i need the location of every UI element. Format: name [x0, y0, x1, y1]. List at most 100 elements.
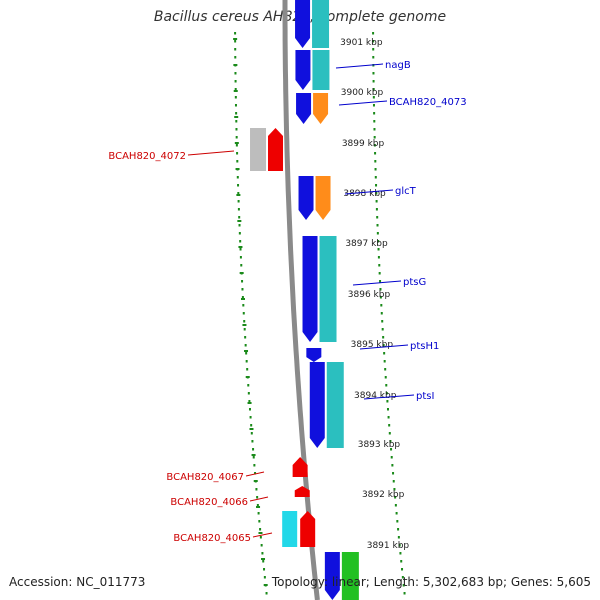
tick-dot — [235, 136, 238, 139]
reverse-cds-box — [282, 511, 298, 547]
tick-dot — [242, 304, 245, 307]
tick-major — [244, 350, 249, 352]
tick-dot — [372, 104, 375, 107]
tick-dot — [380, 304, 383, 307]
gene-label-reverse: BCAH820_4066 — [170, 497, 248, 508]
cds-box — [312, 50, 330, 90]
tick-dot — [239, 248, 242, 251]
tick-dot — [245, 352, 248, 355]
tick-dot — [237, 184, 240, 187]
tick-dot — [261, 552, 264, 555]
tick-dot — [247, 392, 250, 395]
tick-dot — [397, 536, 400, 539]
tick-dot — [234, 96, 237, 99]
label-connector — [359, 344, 409, 350]
tick-major — [238, 246, 243, 248]
reverse-gene-arrow — [294, 486, 310, 497]
tick-dot — [372, 96, 375, 99]
gene-label-forward: nagB — [385, 60, 411, 71]
gene-label-reverse: BCAH820_4065 — [173, 533, 251, 544]
tick-dot — [372, 88, 375, 91]
tick-dot — [239, 256, 242, 259]
scale-ticks — [233, 32, 406, 595]
tick-dot — [243, 320, 246, 323]
forward-gene-arrow — [295, 0, 311, 48]
scale-label: 3898 kbp — [343, 189, 386, 199]
tick-dot — [258, 520, 261, 523]
tick-dot — [403, 592, 406, 595]
backbone-line — [282, 0, 320, 600]
tick-dot — [373, 128, 376, 131]
tick-dot — [378, 264, 381, 267]
tick-dot — [397, 528, 400, 531]
tick-major — [234, 116, 239, 118]
scale-label: 3894 kbp — [354, 391, 397, 401]
scale-label: 3892 kbp — [362, 490, 405, 500]
tick-dot — [396, 520, 399, 523]
tick-dot — [391, 464, 394, 467]
tick-dot — [256, 504, 259, 507]
scale-label: 3899 kbp — [342, 139, 385, 149]
tick-dot — [395, 512, 398, 515]
tick-dot — [254, 472, 257, 475]
tick-dot — [235, 112, 238, 115]
tick-dot — [249, 416, 252, 419]
tick-dot — [234, 80, 237, 83]
tick-dot — [392, 480, 395, 483]
tick-dot — [394, 496, 397, 499]
tick-dot — [381, 320, 384, 323]
label-connector — [335, 63, 384, 69]
tick-dot — [235, 144, 238, 147]
gene-label-reverse: BCAH820_4072 — [108, 151, 186, 162]
scale-label: 3901 kbp — [340, 38, 383, 48]
tick-dot — [252, 456, 255, 459]
tick-dot — [234, 56, 237, 59]
label-connector — [344, 189, 394, 195]
tick-dot — [399, 552, 402, 555]
tick-dot — [374, 168, 377, 171]
tick-dot — [394, 504, 397, 507]
cds-box — [326, 362, 344, 448]
cds-box — [341, 552, 359, 600]
forward-gene-arrow — [302, 236, 318, 342]
tick-dot — [248, 400, 251, 403]
tick-dot — [372, 56, 375, 59]
tick-dot — [375, 192, 378, 195]
tick-dot — [400, 560, 403, 563]
tick-dot — [401, 568, 404, 571]
tick-major — [237, 220, 242, 222]
tick-dot — [384, 376, 387, 379]
tick-dot — [377, 256, 380, 259]
tick-dot — [251, 440, 254, 443]
tick-major — [235, 168, 240, 170]
tick-dot — [234, 48, 237, 51]
tick-dot — [265, 592, 268, 595]
tick-dot — [234, 72, 237, 75]
scale-label: 3897 kbp — [345, 239, 388, 249]
reverse-gene-arrow — [268, 128, 284, 171]
tick-dot — [247, 384, 250, 387]
tick-dot — [234, 88, 237, 91]
tick-dot — [382, 344, 385, 347]
accession-label: Accession: NC_011773 — [9, 575, 146, 589]
tick-major — [233, 64, 238, 66]
tick-dot — [379, 280, 382, 283]
scale-label: 3893 kbp — [358, 440, 401, 450]
tick-dot — [237, 200, 240, 203]
tick-major — [256, 506, 261, 508]
tick-dot — [245, 360, 248, 363]
gene-features — [250, 0, 359, 600]
gene-label-forward: ptsI — [416, 391, 434, 402]
tick-dot — [259, 528, 262, 531]
tick-dot — [376, 224, 379, 227]
cds-arrow — [313, 93, 329, 124]
tick-dot — [237, 192, 240, 195]
tick-dot — [238, 224, 241, 227]
gene-label-forward: glcT — [395, 186, 417, 197]
tick-major — [249, 428, 254, 430]
reverse-gene-arrow — [300, 511, 316, 547]
tick-dot — [372, 32, 375, 35]
tick-dot — [238, 232, 241, 235]
tick-dot — [376, 232, 379, 235]
tick-dot — [381, 328, 384, 331]
